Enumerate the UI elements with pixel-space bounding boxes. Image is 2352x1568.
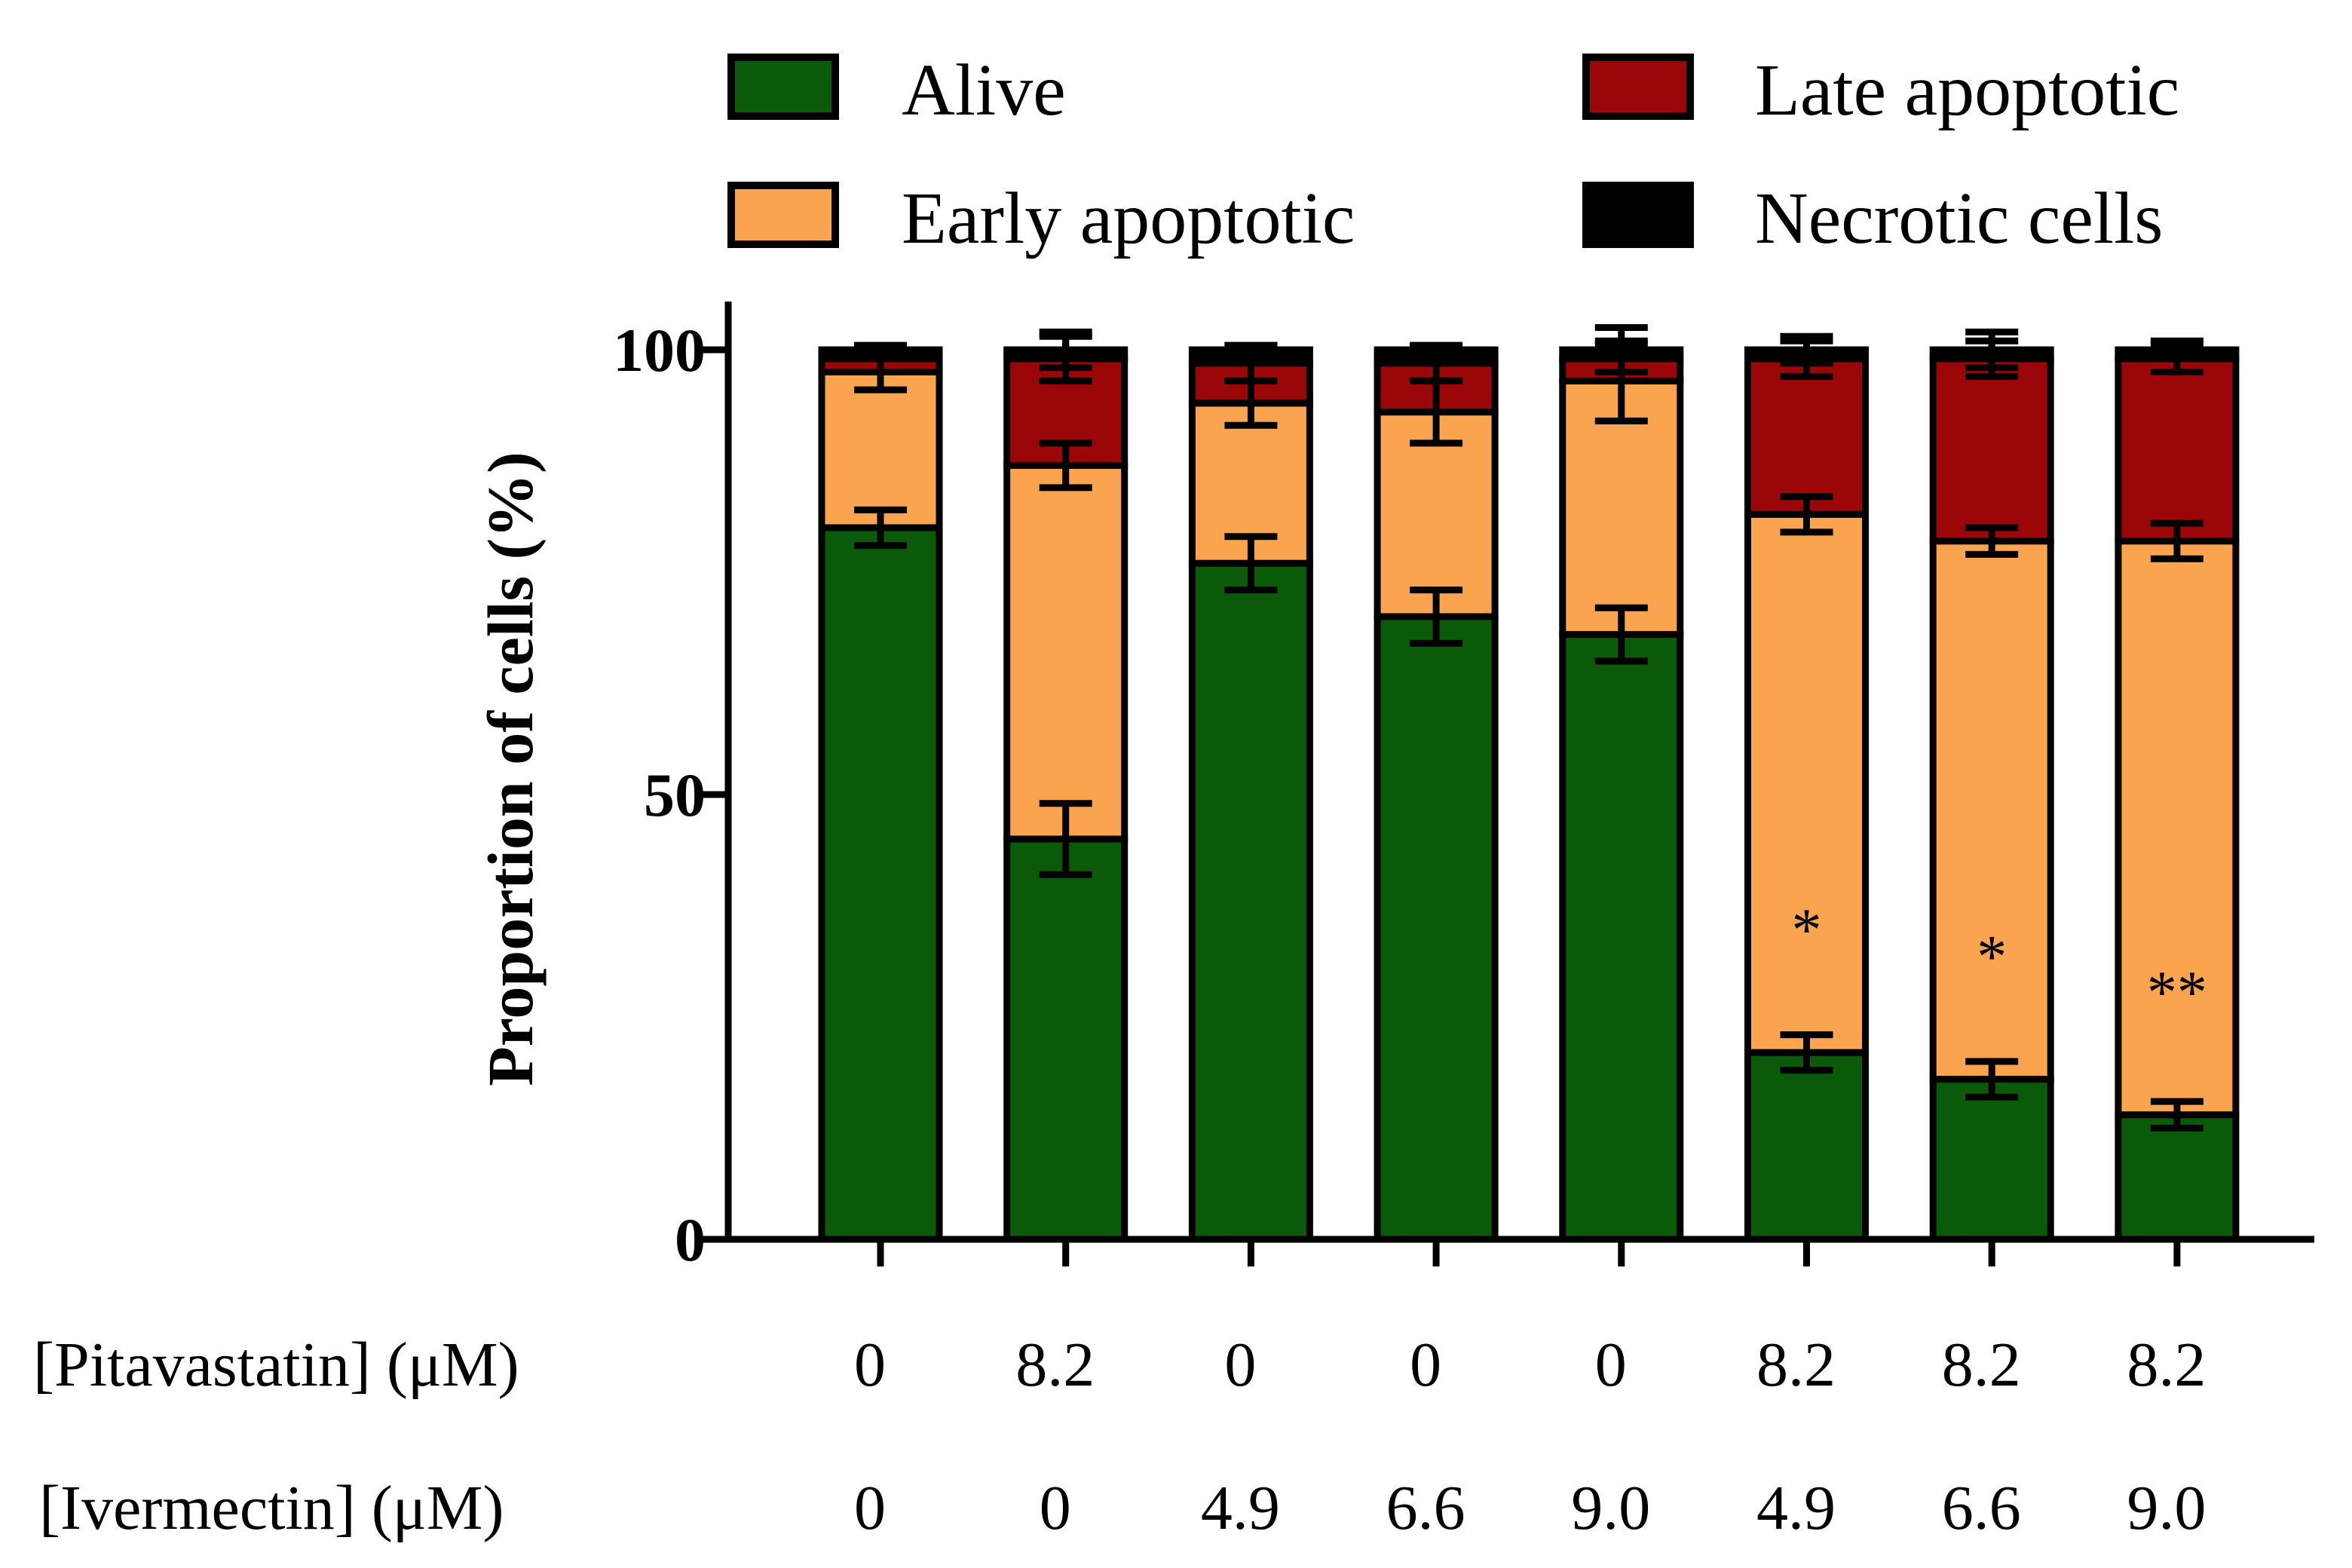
y-tick-label-100: 100: [613, 316, 706, 384]
bar-segment-alive-7: [1929, 1076, 2054, 1243]
legend-label-alive: Alive: [902, 50, 1066, 131]
error-bar-alive-7: [1965, 1058, 2019, 1101]
ivermectin-value-6: 4.9: [1756, 1473, 1836, 1543]
significance-marker-7: *: [1977, 924, 2007, 991]
pitavastatin-value-7: 8.2: [1942, 1330, 2021, 1400]
ivermectin-value-7: 6.6: [1942, 1473, 2021, 1543]
bar-segment-alive-2: [1003, 835, 1129, 1243]
error-bars-layer: [854, 324, 2203, 1132]
bar-segment-early-apoptotic-1: [818, 369, 943, 531]
bar-segment-late-apoptotic-8: [2115, 355, 2240, 545]
bar-segment-alive-4: [1374, 613, 1499, 1243]
bar-segment-early-apoptotic-2: [1003, 461, 1129, 843]
error-bar-necrotic-cells-7: [1965, 328, 2019, 372]
error-bar-necrotic-cells-3: [1224, 341, 1278, 358]
legend-label-necrotic-cells: Necrotic cells: [1755, 178, 2163, 259]
error-bar-alive-3: [1224, 533, 1278, 594]
significance-marker-8: **: [2147, 960, 2207, 1026]
bars-layer: [818, 346, 2240, 1243]
bar-segment-alive-8: [2115, 1111, 2240, 1243]
y-axis-label: Proportion of cells (%): [474, 452, 547, 1086]
y-tick-label-50: 50: [644, 761, 706, 829]
error-bar-necrotic-cells-2: [1039, 328, 1092, 372]
legend-swatch-necrotic-cells: [1582, 182, 1694, 248]
error-bar-necrotic-cells-1: [854, 341, 907, 358]
bar-segment-early-apoptotic-8: [2115, 537, 2240, 1119]
ivermectin-value-5: 9.0: [1571, 1473, 1650, 1543]
error-bar-alive-4: [1410, 586, 1463, 647]
bar-segment-early-apoptotic-7: [1929, 537, 2054, 1083]
ivermectin-value-4: 6.6: [1386, 1473, 1465, 1543]
legend: Alive Early apoptotic Late apoptotic Nec…: [727, 50, 2179, 259]
error-bar-alive-2: [1039, 800, 1092, 878]
error-bar-necrotic-cells-4: [1410, 341, 1463, 358]
bar-segment-alive-5: [1559, 631, 1684, 1243]
pitavastatin-row-label: [Pitavastatin] (μM): [33, 1330, 519, 1400]
category-labels-layer: 0 0 8.2 0 0 4.9 0 6.6 0 9.0 * 8.2 4.9 * 8.2 6.6 ** 8.2 9.0: [854, 897, 2207, 1543]
bar-segment-early-apoptotic-6: [1744, 510, 1869, 1056]
pitavastatin-value-5: 0: [1595, 1330, 1627, 1400]
error-bar-alive-6: [1780, 1031, 1833, 1074]
legend-swatch-late-apoptotic: [1582, 54, 1694, 120]
y-tick-label-0: 0: [675, 1205, 706, 1274]
bar-segment-alive-3: [1188, 559, 1313, 1243]
error-bar-alive-8: [2150, 1098, 2203, 1132]
error-bar-early-apoptotic-7: [1965, 524, 2019, 558]
axes-layer: [703, 302, 2314, 1266]
error-bar-early-apoptotic-6: [1780, 493, 1833, 536]
pitavastatin-value-8: 8.2: [2127, 1330, 2206, 1400]
error-bar-necrotic-cells-6: [1780, 332, 1833, 367]
bar-segment-late-apoptotic-6: [1744, 355, 1869, 518]
pitavastatin-value-1: 0: [854, 1330, 886, 1400]
pitavastatin-value-6: 8.2: [1756, 1330, 1836, 1400]
pitavastatin-value-2: 8.2: [1015, 1330, 1095, 1400]
error-bar-necrotic-cells-5: [1594, 324, 1648, 375]
bar-segment-alive-6: [1744, 1049, 1869, 1243]
bar-segment-alive-1: [818, 524, 943, 1243]
pitavastatin-value-3: 0: [1224, 1330, 1256, 1400]
legend-label-early-apoptotic: Early apoptotic: [902, 178, 1355, 259]
error-bar-early-apoptotic-2: [1039, 439, 1092, 492]
error-bar-early-apoptotic-8: [2150, 519, 2203, 562]
ivermectin-value-2: 0: [1040, 1473, 1071, 1543]
legend-swatch-early-apoptotic: [727, 182, 839, 248]
error-bar-alive-1: [854, 506, 907, 550]
ivermectin-value-8: 9.0: [2127, 1473, 2206, 1543]
bar-segment-late-apoptotic-7: [1929, 355, 2054, 545]
legend-label-late-apoptotic: Late apoptotic: [1755, 50, 2179, 131]
error-bar-necrotic-cells-8: [2150, 337, 2203, 363]
ivermectin-row-label: [Ivermectin] (μM): [39, 1473, 504, 1543]
ivermectin-value-1: 0: [854, 1473, 886, 1543]
legend-swatch-alive: [727, 54, 839, 120]
ivermectin-value-3: 4.9: [1201, 1473, 1280, 1543]
significance-marker-6: *: [1792, 897, 1822, 963]
pitavastatin-value-4: 0: [1410, 1330, 1441, 1400]
error-bar-alive-5: [1594, 604, 1648, 665]
